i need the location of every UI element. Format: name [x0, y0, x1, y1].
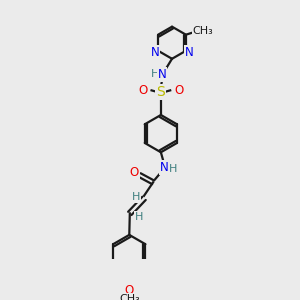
Text: S: S [157, 85, 165, 99]
Text: N: N [184, 46, 194, 59]
Text: O: O [174, 84, 184, 97]
Text: O: O [125, 284, 134, 297]
Text: CH₃: CH₃ [193, 26, 213, 36]
Text: CH₃: CH₃ [119, 294, 140, 300]
Text: H: H [169, 164, 177, 174]
Text: N: N [160, 161, 168, 174]
Text: N: N [151, 46, 159, 59]
Text: N: N [158, 68, 167, 81]
Text: O: O [138, 84, 147, 97]
Text: H: H [151, 69, 159, 79]
Text: H: H [132, 192, 140, 202]
Text: H: H [135, 212, 143, 222]
Text: O: O [130, 166, 139, 179]
